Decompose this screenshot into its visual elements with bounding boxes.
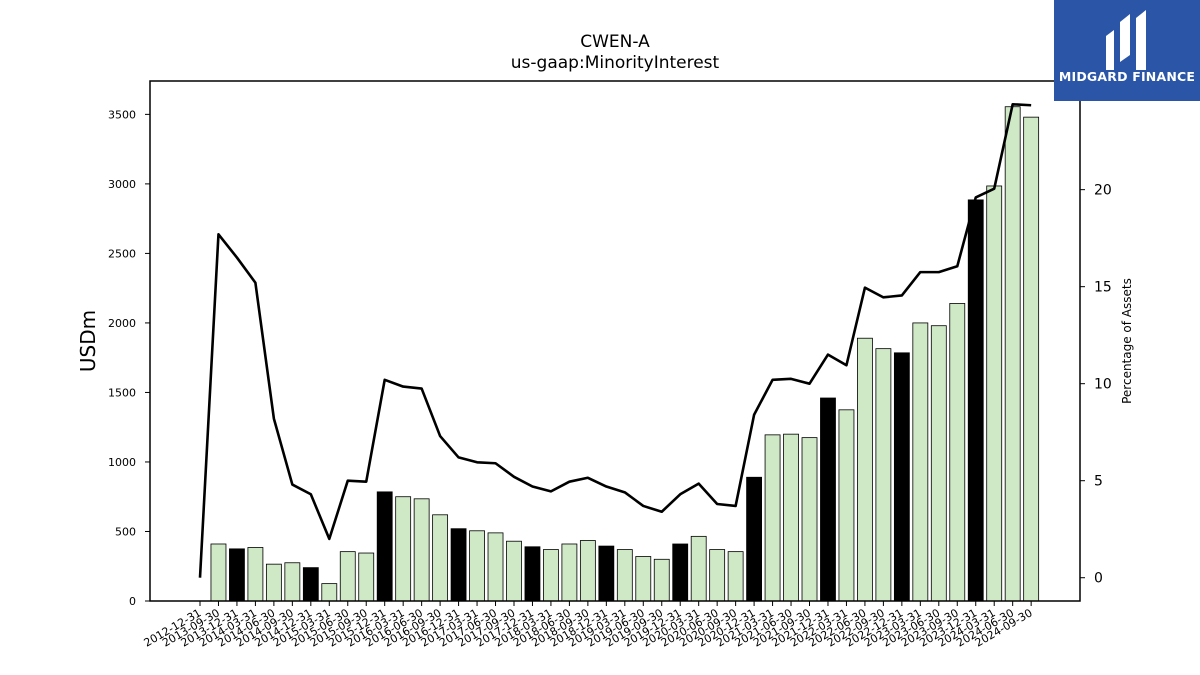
bar	[857, 337, 873, 602]
bar	[450, 528, 467, 602]
y-tick-label: 500	[115, 525, 136, 538]
bar	[229, 548, 245, 602]
logo-text: MIDGARD FINANCE	[1058, 69, 1196, 84]
bar	[801, 437, 818, 602]
chart-title: CWEN-A	[580, 32, 650, 52]
bar	[1023, 116, 1040, 602]
bar	[524, 546, 541, 602]
bar	[653, 558, 670, 602]
bar	[967, 199, 984, 602]
plot-frame	[149, 80, 1081, 602]
bar	[210, 543, 227, 602]
y-tick-label: 3500	[108, 108, 136, 121]
y2-tick-label: 10	[1094, 377, 1112, 393]
bar	[690, 535, 707, 602]
bar	[432, 514, 449, 602]
midgard-finance-logo: MIDGARD FINANCE	[1054, 0, 1200, 101]
bar	[339, 551, 356, 602]
bar	[672, 543, 689, 602]
bar	[986, 185, 1003, 602]
y2-axis-label: Percentage of Assets	[1120, 278, 1134, 404]
bar	[265, 563, 282, 602]
bar	[893, 352, 910, 602]
bar	[284, 562, 301, 602]
bar	[598, 545, 615, 602]
y-tick-label: 3000	[108, 178, 136, 191]
bar	[764, 434, 781, 602]
bar	[321, 583, 338, 602]
bar	[487, 532, 504, 602]
bar	[247, 547, 264, 602]
percentage-line	[198, 102, 1032, 578]
bar	[746, 476, 762, 602]
y2-tick-label: 5	[1094, 474, 1103, 490]
y-tick-label: 2000	[108, 317, 136, 330]
midgard-m-logo-icon	[1106, 10, 1146, 70]
bar	[543, 549, 559, 602]
bar	[616, 549, 633, 602]
bar	[727, 551, 744, 602]
bar	[358, 552, 375, 602]
bar	[820, 397, 836, 602]
bar	[875, 348, 892, 602]
bar	[395, 496, 412, 602]
bar	[930, 325, 947, 602]
bar	[783, 433, 799, 602]
y2-tick-label: 0	[1094, 571, 1103, 587]
y-tick-label: 2500	[108, 247, 136, 260]
bar	[912, 322, 929, 602]
bar	[376, 491, 393, 602]
y-tick-label: 1000	[108, 456, 136, 469]
y-axis-label: USDm	[76, 310, 100, 372]
y2-tick-label: 20	[1094, 183, 1112, 199]
y-tick-label: 0	[129, 595, 136, 608]
y2-tick-label: 15	[1094, 280, 1112, 296]
bar	[709, 549, 726, 602]
y-tick-label: 1500	[108, 386, 136, 399]
chart-subtitle: us-gaap:MinorityInterest	[510, 53, 720, 73]
bar	[1004, 106, 1021, 602]
bar	[949, 303, 966, 602]
bar	[635, 556, 652, 602]
bar	[413, 498, 430, 602]
bar	[838, 409, 855, 602]
bar	[561, 543, 578, 602]
bar	[579, 540, 596, 602]
bar	[469, 530, 485, 602]
bar	[302, 567, 319, 602]
bar	[506, 540, 522, 602]
